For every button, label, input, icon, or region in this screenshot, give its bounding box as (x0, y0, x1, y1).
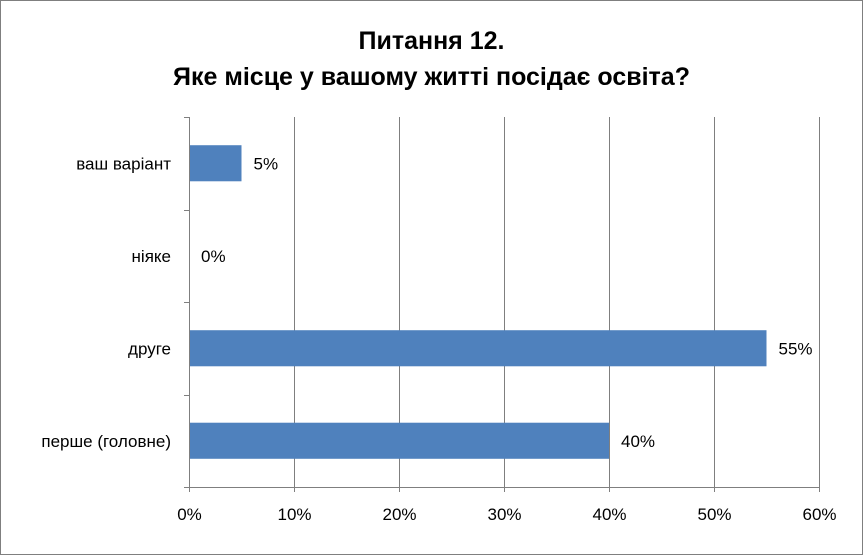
x-tick-label-5: 50% (697, 505, 731, 524)
bar-1 (190, 330, 767, 367)
x-tick-label-3: 30% (487, 505, 521, 524)
category-label-2: ніяке (132, 247, 171, 266)
category-label-1: друге (128, 339, 171, 358)
chart-title-line-2: Яке місце у вашому житті посідає освіта? (173, 63, 690, 91)
data-label-2: 0% (201, 247, 226, 266)
chart-title: Питання 12. Яке місце у вашому житті пос… (1, 23, 862, 95)
bar-3 (190, 145, 242, 182)
x-tick-label-0: 0% (177, 505, 202, 524)
data-label-1: 55% (779, 339, 813, 358)
bars (190, 145, 767, 459)
category-label-0: перше (головне) (41, 432, 171, 451)
data-label-0: 40% (621, 432, 655, 451)
chart-title-line-1: Питання 12. (358, 27, 505, 55)
x-tick-label-2: 20% (382, 505, 416, 524)
x-tick-label-1: 10% (277, 505, 311, 524)
axes (184, 117, 820, 492)
x-tick-label-6: 60% (802, 505, 836, 524)
labels: 0% 10% 20% 30% 40% 50% 60% перше (головне) 40% др… (41, 154, 836, 524)
data-label-3: 5% (254, 154, 279, 173)
bar-0 (190, 422, 609, 459)
category-label-3: ваш варіант (76, 154, 171, 173)
x-tick-label-4: 40% (592, 505, 626, 524)
